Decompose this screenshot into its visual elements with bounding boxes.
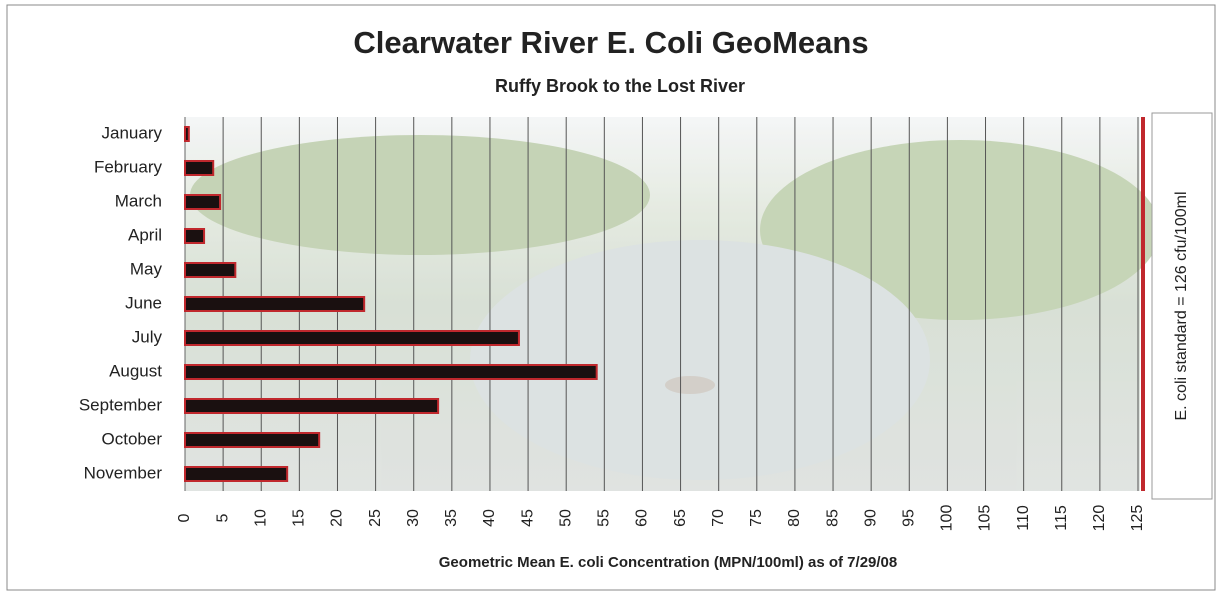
x-tick-label: 85 bbox=[824, 509, 841, 527]
x-axis-label: Geometric Mean E. coli Concentration (MP… bbox=[439, 554, 897, 571]
x-tick-label: 80 bbox=[786, 509, 803, 527]
x-tick-label: 60 bbox=[634, 509, 651, 527]
x-tick-label: 20 bbox=[329, 509, 346, 527]
standard-line bbox=[1141, 117, 1145, 491]
y-tick-label: April bbox=[128, 225, 162, 244]
y-tick-label: August bbox=[109, 361, 162, 380]
x-tick-label: 75 bbox=[748, 509, 765, 527]
x-tick-label: 25 bbox=[367, 509, 384, 527]
x-tick-label: 105 bbox=[977, 505, 994, 532]
x-tick-label: 100 bbox=[939, 505, 956, 532]
y-tick-label: July bbox=[132, 327, 163, 346]
annotation: E. coli standard = 126 cfu/100ml bbox=[1173, 191, 1190, 420]
x-tick-label: 110 bbox=[1015, 505, 1032, 531]
x-tick-label: 45 bbox=[519, 509, 536, 527]
bar bbox=[184, 364, 598, 380]
y-tick-label: November bbox=[84, 463, 163, 482]
bar bbox=[184, 126, 190, 142]
y-tick-label: October bbox=[102, 429, 163, 448]
bar bbox=[184, 160, 215, 176]
x-tick-label: 0 bbox=[176, 513, 193, 522]
x-tick-label: 35 bbox=[443, 509, 460, 527]
x-tick-label: 5 bbox=[214, 513, 231, 522]
x-tick-label: 95 bbox=[900, 509, 917, 527]
bar bbox=[184, 296, 366, 312]
bar bbox=[184, 330, 520, 346]
y-tick-label: January bbox=[102, 123, 163, 142]
x-tick-label: 50 bbox=[557, 509, 574, 527]
y-tick-label: June bbox=[125, 293, 162, 312]
x-tick-label: 65 bbox=[672, 509, 689, 527]
bar bbox=[184, 466, 289, 482]
x-tick-label: 125 bbox=[1129, 505, 1146, 532]
bar bbox=[184, 228, 206, 244]
background-photo bbox=[185, 117, 1160, 491]
x-tick-label: 120 bbox=[1091, 505, 1108, 532]
y-tick-label: March bbox=[115, 191, 162, 210]
bar bbox=[184, 432, 321, 448]
x-tick-label: 70 bbox=[710, 509, 727, 527]
chart-title: Clearwater River E. Coli GeoMeans bbox=[353, 25, 868, 60]
x-tick-label: 115 bbox=[1053, 505, 1070, 531]
bar bbox=[184, 262, 237, 278]
y-tick-label: February bbox=[94, 157, 163, 176]
x-tick-label: 15 bbox=[291, 509, 308, 527]
x-tick-label: 90 bbox=[862, 509, 879, 527]
x-tick-label: 30 bbox=[405, 509, 422, 527]
y-tick-label: May bbox=[130, 259, 163, 278]
bar bbox=[184, 398, 440, 414]
x-tick-label: 40 bbox=[481, 509, 498, 527]
chart-subtitle: Ruffy Brook to the Lost River bbox=[495, 76, 745, 96]
annotation-box bbox=[1151, 112, 1213, 500]
x-tick-label: 55 bbox=[596, 509, 613, 527]
bar bbox=[184, 194, 222, 210]
y-tick-label: September bbox=[79, 395, 162, 414]
x-tick-label: 10 bbox=[252, 509, 269, 527]
